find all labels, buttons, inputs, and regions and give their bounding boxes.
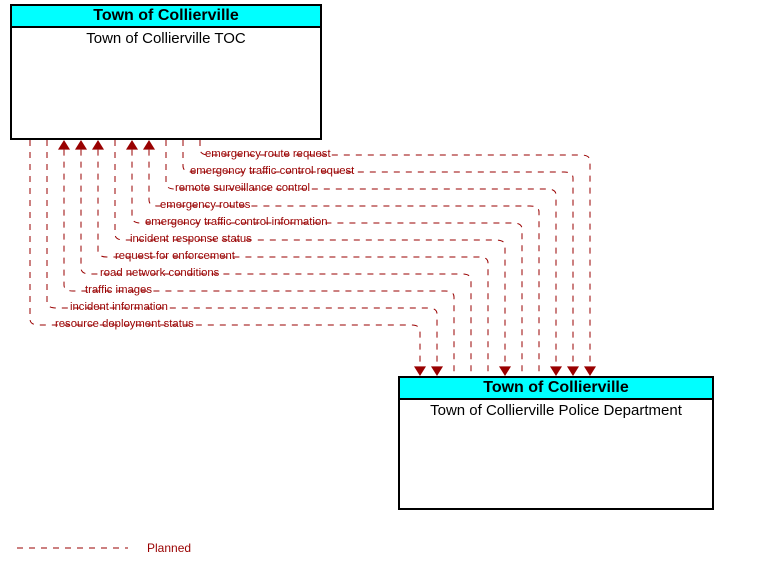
node-police: Town of Collierville Town of Colliervill…: [398, 376, 714, 510]
flow-label: incident information: [70, 301, 168, 313]
node-police-header: Town of Collierville: [400, 378, 712, 400]
node-toc-title: Town of Collierville TOC: [12, 28, 320, 49]
flow-label: road network conditions: [100, 267, 219, 279]
node-toc-header: Town of Collierville: [12, 6, 320, 28]
flow-label: request for enforcement: [115, 250, 235, 262]
flow-label: resource deployment status: [55, 318, 194, 330]
flow-label: emergency route request: [205, 148, 331, 160]
flow-label: emergency traffic control request: [190, 165, 354, 177]
flow-label: emergency routes: [160, 199, 250, 211]
flow-label: emergency traffic control information: [145, 216, 328, 228]
flow-label: incident response status: [130, 233, 252, 245]
legend-label: Planned: [147, 541, 191, 555]
flow-label: traffic images: [85, 284, 152, 296]
node-toc: Town of Collierville Town of Colliervill…: [10, 4, 322, 140]
node-police-title: Town of Collierville Police Department: [400, 400, 712, 421]
flow-label: remote surveillance control: [175, 182, 310, 194]
